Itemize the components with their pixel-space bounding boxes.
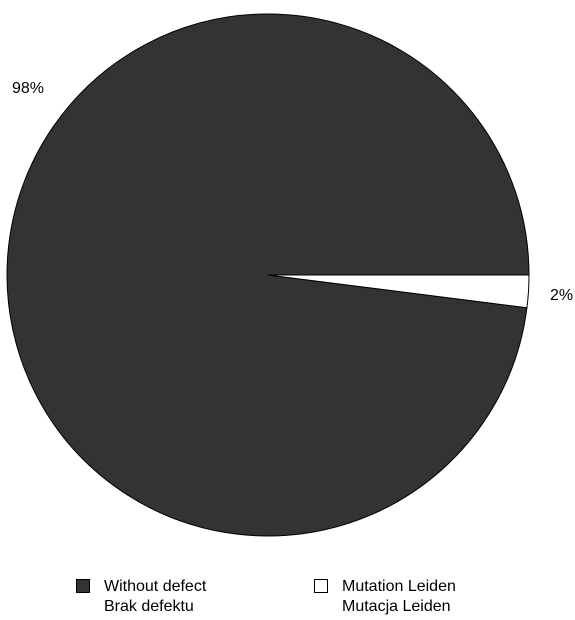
legend-item-mutation-leiden: Mutation Leiden Mutacja Leiden [314, 577, 456, 617]
slice-label-without-defect: 98% [12, 80, 44, 97]
pie-chart: 98% 2% [6, 13, 573, 537]
legend-swatch-without-defect [76, 579, 90, 593]
legend-item-without-defect: Without defect Brak defektu [76, 577, 206, 617]
pie-slices [6, 13, 530, 537]
slice-label-mutation-leiden: 2% [550, 287, 573, 304]
pie-slice-mutation-leiden [267, 274, 530, 309]
legend-label-without-defect: Without defect [104, 578, 207, 595]
legend: Without defect Brak defektu Mutation Lei… [0, 577, 575, 620]
legend-label-mutation-leiden: Mutation Leiden [342, 578, 456, 595]
legend-swatch-mutation-leiden [314, 579, 328, 593]
legend-label-brak-defektu: Brak defektu [104, 598, 194, 615]
legend-label-mutacja-leiden: Mutacja Leiden [342, 598, 451, 615]
